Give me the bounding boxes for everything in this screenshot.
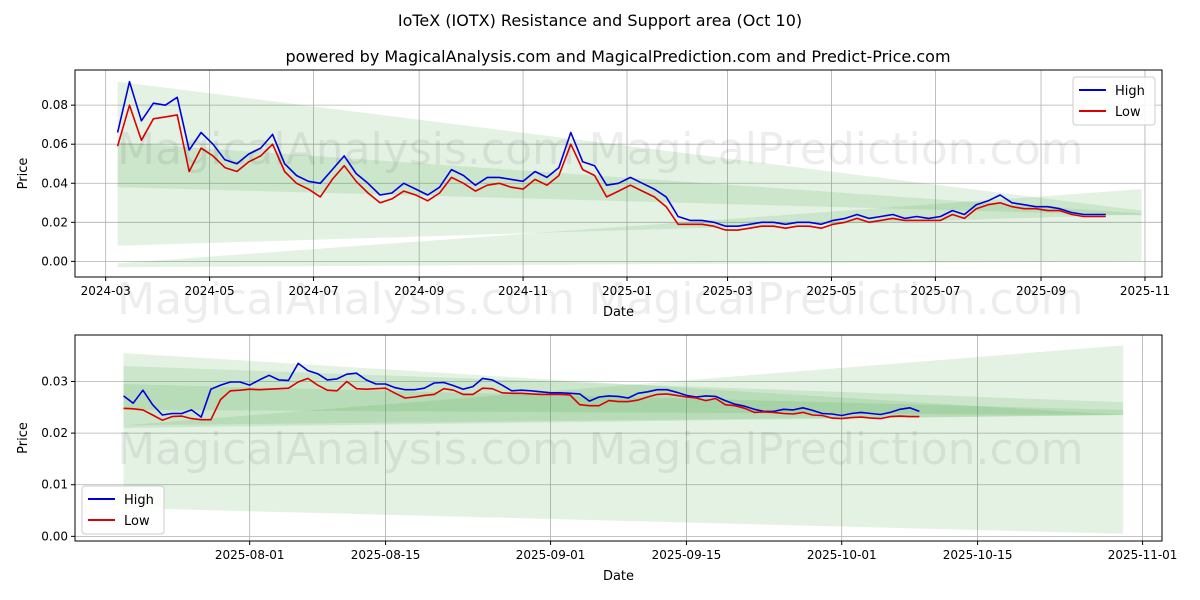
legend-label-low: Low bbox=[1115, 105, 1141, 120]
series-line-low bbox=[116, 104, 1106, 231]
x-tick-label: 2025-05 bbox=[806, 284, 856, 298]
x-tick-label: 2024-09 bbox=[394, 284, 444, 298]
top-panel: 2024-03 2024-05 2024-07 2024-09 2024-11 2025-… bbox=[16, 69, 1170, 320]
watermark-analysis-bottom: MagicalAnalysis.com bbox=[117, 424, 575, 475]
x-tick-label: 2025-09 bbox=[1016, 284, 1066, 298]
band-area bbox=[123, 353, 1124, 534]
y-tick-label: 0.01 bbox=[41, 478, 68, 492]
y-tick-label: 0.04 bbox=[41, 176, 68, 190]
x-tick-label: 2025-08-15 bbox=[351, 548, 421, 562]
y-axis-label: Price bbox=[16, 422, 31, 454]
x-tick-label: 2025-09-01 bbox=[516, 548, 586, 562]
watermark-prediction-bottom: MagicalPrediction.com bbox=[589, 424, 1084, 475]
x-tick-label: 2024-11 bbox=[498, 284, 548, 298]
x-tick-label: 2024-03 bbox=[81, 284, 131, 298]
legend-label-high: High bbox=[1115, 84, 1145, 99]
axes-frame bbox=[74, 334, 1163, 542]
x-axis-label: Date bbox=[603, 569, 634, 584]
x-tick-label: 2024-07 bbox=[288, 284, 338, 298]
x-tick-label: 2025-07 bbox=[910, 284, 960, 298]
watermark-analysis-top: MagicalAnalysis.com bbox=[117, 124, 575, 175]
y-tick-label: 0.08 bbox=[41, 98, 68, 112]
legend-label-high: High bbox=[124, 493, 154, 508]
legend: High Low bbox=[1072, 76, 1156, 126]
y-tick-label: 0.00 bbox=[41, 529, 68, 543]
y-axis-label: Price bbox=[16, 158, 31, 190]
band-area bbox=[117, 81, 1142, 246]
y-tick-label: 0.02 bbox=[41, 215, 68, 229]
y-tick-label: 0.00 bbox=[41, 254, 68, 268]
legend-label-low: Low bbox=[124, 514, 150, 529]
x-tick-label: 2025-08-01 bbox=[215, 548, 285, 562]
band-area bbox=[123, 365, 1124, 426]
band-area bbox=[117, 189, 1142, 268]
series-line-high bbox=[116, 80, 1106, 227]
chart-subtitle: powered by MagicalAnalysis.com and Magic… bbox=[285, 47, 950, 66]
x-tick-label: 2025-03 bbox=[702, 284, 752, 298]
watermark-group: MagicalAnalysis.com MagicalPrediction.co… bbox=[117, 124, 1083, 475]
legend: High Low bbox=[81, 485, 165, 535]
y-tick-label: 0.06 bbox=[41, 137, 68, 151]
y-tick-label: 0.02 bbox=[41, 426, 68, 440]
bottom-panel: 2025-08-01 2025-08-15 2025-09-01 2025-09-15… bbox=[16, 334, 1178, 584]
x-axis-label: Date bbox=[603, 305, 634, 320]
band-area bbox=[123, 384, 1124, 416]
y-tick-label: 0.03 bbox=[41, 374, 68, 388]
band-area bbox=[117, 142, 1142, 216]
axes-frame bbox=[74, 69, 1163, 278]
watermark-prediction-top: MagicalPrediction.com bbox=[589, 124, 1084, 175]
x-tick-label: 2025-11-01 bbox=[1108, 548, 1178, 562]
chart-title: IoTeX (IOTX) Resistance and Support area… bbox=[398, 11, 802, 30]
band-area bbox=[123, 345, 1124, 428]
x-tick-label: 2025-10-01 bbox=[807, 548, 877, 562]
x-tick-label: 2025-01 bbox=[602, 284, 652, 298]
series-line-low bbox=[123, 377, 920, 421]
watermark-prediction-mid: MagicalPrediction.com bbox=[589, 274, 1084, 325]
x-tick-label: 2025-11 bbox=[1120, 284, 1170, 298]
watermark-analysis-mid: MagicalAnalysis.com bbox=[117, 274, 575, 325]
x-tick-label: 2025-09-15 bbox=[652, 548, 722, 562]
series-line-high bbox=[123, 362, 920, 418]
x-tick-label: 2025-10-15 bbox=[943, 548, 1013, 562]
x-tick-label: 2024-05 bbox=[185, 284, 235, 298]
